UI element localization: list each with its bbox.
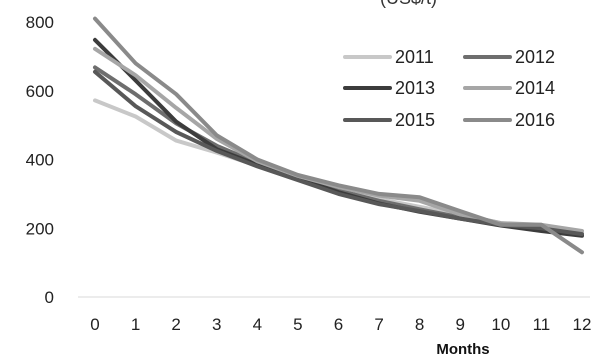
legend-label-2011: 2011 [395,47,434,67]
y-tick-label: 800 [26,13,54,32]
x-tick-label: 6 [334,315,343,334]
legend-label-2013: 2013 [395,78,435,98]
x-axis: 0 1 2 3 4 5 6 7 8 9 10 11 12 [90,315,591,334]
y-tick-label: 0 [45,288,54,307]
x-tick-label: 1 [131,315,140,334]
x-tick-label: 12 [573,315,592,334]
legend-label-2015: 2015 [395,110,435,130]
series-line-2014: 2014 [93,46,584,233]
x-tick-label: 2 [171,315,180,334]
x-tick-label: 3 [212,315,221,334]
y-axis: 0 200 400 600 800 [26,13,54,307]
legend-label-2014: 2014 [515,78,555,98]
series-line-2016: 2016 [93,16,584,255]
y-tick-label: 400 [26,151,54,170]
y-tick-label: 200 [26,219,54,238]
x-tick-label: 9 [456,315,465,334]
chart-title-fragment: (US$/t) [380,0,437,8]
x-tick-label: 10 [491,315,510,334]
x-tick-label: 4 [253,315,262,334]
y-tick-label: 600 [26,82,54,101]
x-axis-title: Months [436,341,489,357]
legend-label-2012: 2012 [515,47,555,67]
x-tick-label: 0 [90,315,99,334]
x-tick-label: 7 [374,315,383,334]
x-tick-label: 8 [415,315,424,334]
x-tick-label: 5 [293,315,302,334]
series-line-2015: 2015 [93,69,584,237]
series-line-2012: 2012 [93,65,584,238]
legend: 2011 2012 2013 2014 2015 2016 [343,47,555,130]
x-tick-label: 11 [533,315,551,334]
legend-label-2016: 2016 [515,110,555,130]
